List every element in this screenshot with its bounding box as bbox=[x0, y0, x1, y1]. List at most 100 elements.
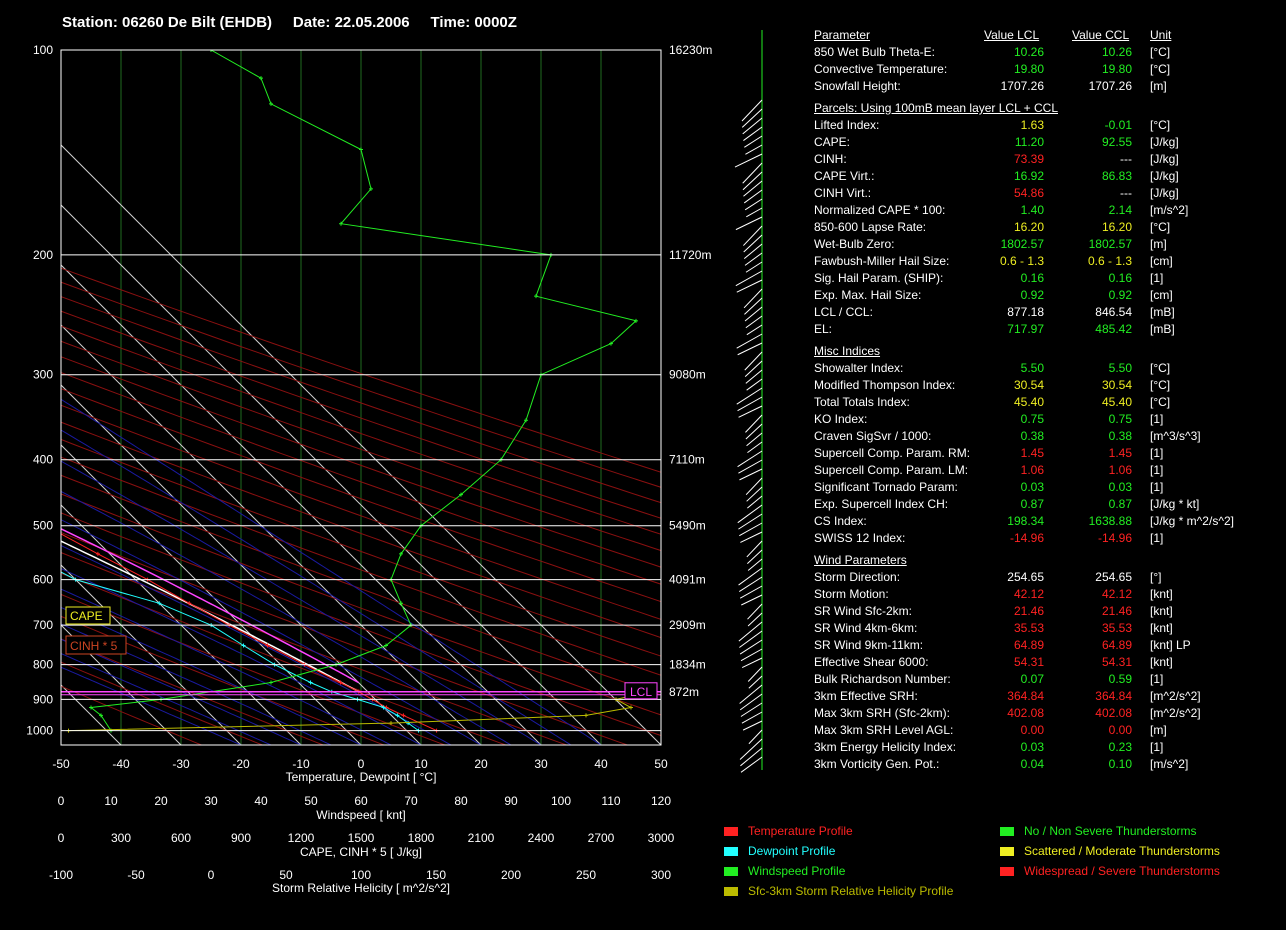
parameter-label: SWISS 12 Index: bbox=[814, 531, 906, 545]
dry-adiabat bbox=[61, 388, 661, 603]
secondary-tick-label: 300 bbox=[111, 831, 131, 845]
parameter-unit: [J/kg] bbox=[1150, 135, 1179, 149]
parameter-unit: [°C] bbox=[1150, 395, 1171, 409]
parameter-label: CAPE: bbox=[814, 135, 851, 149]
parameter-label: Convective Temperature: bbox=[814, 62, 948, 76]
parameter-unit: [1] bbox=[1150, 446, 1164, 460]
cinh-box bbox=[65, 635, 127, 655]
profile-point bbox=[241, 643, 246, 648]
parameter-label: Storm Motion: bbox=[814, 587, 889, 601]
temp-tick-label: 0 bbox=[358, 757, 365, 771]
parcel-curve bbox=[61, 527, 359, 684]
secondary-tick-label: 40 bbox=[254, 794, 268, 808]
profile-point bbox=[12, 552, 16, 556]
height-label: 11720m bbox=[669, 248, 711, 262]
profile-point bbox=[634, 318, 638, 323]
parameter-row: CAPE Virt.: 16.92 86.83 [J/kg] bbox=[814, 169, 1274, 185]
parameter-row: Effective Shear 6000: 54.31 54.31 [knt] bbox=[814, 655, 1274, 671]
section-title: Parcels: Using 100mB mean layer LCL + CC… bbox=[814, 101, 1058, 115]
moist-adiabat bbox=[61, 638, 302, 745]
wind-barb bbox=[741, 108, 763, 128]
wind-barb bbox=[737, 342, 763, 356]
lcl-box bbox=[624, 682, 658, 700]
wind-barb bbox=[742, 720, 763, 731]
parameter-label: 3km Vorticity Gen. Pot.: bbox=[814, 757, 940, 771]
legend-swatch bbox=[1000, 847, 1014, 856]
isotherm bbox=[61, 744, 62, 745]
wind-barb bbox=[746, 540, 763, 558]
parameter-row: Lifted Index: 1.63 -0.01 [°C] bbox=[814, 118, 1274, 134]
wind-barb bbox=[737, 504, 763, 524]
temp-tick-label: 50 bbox=[654, 757, 668, 771]
profile-point bbox=[308, 680, 313, 685]
value-ccl: 0.16 bbox=[1108, 271, 1132, 285]
parameter-unit: [cm] bbox=[1150, 254, 1173, 268]
value-ccl: 10.26 bbox=[1101, 45, 1132, 59]
profile-point bbox=[339, 221, 343, 226]
wind-barb bbox=[744, 306, 763, 322]
dry-adiabat bbox=[61, 493, 661, 716]
value-ccl: 19.80 bbox=[1101, 62, 1132, 76]
wind-barb bbox=[747, 558, 763, 571]
wind-barb bbox=[746, 432, 763, 447]
secondary-tick-label: 70 bbox=[404, 794, 418, 808]
value-ccl: 16.20 bbox=[1101, 220, 1132, 234]
wind-barb bbox=[740, 648, 763, 662]
header-unit: Unit bbox=[1150, 28, 1172, 42]
parameter-unit: [m] bbox=[1150, 237, 1167, 251]
parameter-label: Modified Thompson Index: bbox=[814, 378, 956, 392]
parameter-row: Modified Thompson Index: 30.54 30.54 [°C] bbox=[814, 378, 1274, 394]
profile-point bbox=[401, 713, 406, 718]
parameter-row: CINH: 73.39 --- [J/kg] bbox=[814, 152, 1274, 168]
dry-adiabat bbox=[61, 281, 661, 488]
parameter-label: CINH Virt.: bbox=[814, 186, 872, 200]
parameter-unit: [1] bbox=[1150, 412, 1164, 426]
pressure-tick-label: 900 bbox=[33, 692, 53, 706]
plot-border bbox=[60, 49, 662, 746]
profile-point bbox=[524, 418, 528, 423]
profile-point bbox=[269, 680, 273, 685]
wind-barb bbox=[741, 657, 763, 669]
height-label: 5490m bbox=[669, 519, 706, 533]
secondary-tick-label: 2400 bbox=[528, 831, 555, 845]
value-lcl: 1.40 bbox=[1020, 203, 1044, 217]
wind-barb bbox=[743, 234, 763, 253]
wind-barb bbox=[741, 99, 763, 122]
parcel-curve bbox=[61, 540, 360, 693]
wind-barb bbox=[737, 396, 763, 412]
wind-barb bbox=[740, 747, 763, 767]
wind-barb bbox=[744, 351, 763, 371]
wind-barb bbox=[739, 630, 763, 648]
wind-barb bbox=[744, 135, 763, 148]
legend-swatch bbox=[724, 827, 738, 836]
height-label: 872m bbox=[669, 685, 699, 699]
moist-adiabat bbox=[61, 398, 602, 745]
profile-point bbox=[369, 186, 373, 191]
parameter-label: Significant Tornado Param: bbox=[814, 480, 958, 494]
pressure-tick-label: 600 bbox=[33, 573, 53, 587]
wind-barb bbox=[741, 711, 763, 724]
wind-barb bbox=[744, 252, 763, 266]
wind-barb bbox=[742, 162, 763, 184]
profile-point bbox=[399, 551, 403, 556]
legend-label: Sfc-3km Storm Relative Helicity Profile bbox=[748, 884, 954, 898]
dry-adiabat bbox=[61, 421, 661, 639]
value-ccl: 30.54 bbox=[1101, 378, 1132, 392]
dry-adiabat bbox=[61, 438, 661, 657]
pressure-tick-label: 800 bbox=[33, 658, 53, 672]
value-lcl: 16.20 bbox=[1013, 220, 1044, 234]
parameter-row: Showalter Index: 5.50 5.50 [°C] bbox=[814, 361, 1274, 377]
value-lcl: 1.45 bbox=[1020, 446, 1044, 460]
parameter-unit: [m/s^2] bbox=[1150, 203, 1189, 217]
parameter-row: SR Wind 4km-6km: 35.53 35.53 [knt] bbox=[814, 621, 1274, 637]
value-ccl: 35.53 bbox=[1101, 621, 1132, 635]
wind-barb bbox=[738, 567, 763, 586]
parameter-unit: [°C] bbox=[1150, 62, 1171, 76]
wind-barb bbox=[747, 495, 763, 509]
value-lcl: 0.03 bbox=[1020, 480, 1044, 494]
wind-barb bbox=[741, 594, 763, 606]
moist-adiabat bbox=[61, 588, 392, 745]
pressure-tick-label: 1000 bbox=[26, 724, 53, 738]
value-lcl: 0.16 bbox=[1020, 271, 1044, 285]
wind-barb bbox=[739, 738, 763, 760]
